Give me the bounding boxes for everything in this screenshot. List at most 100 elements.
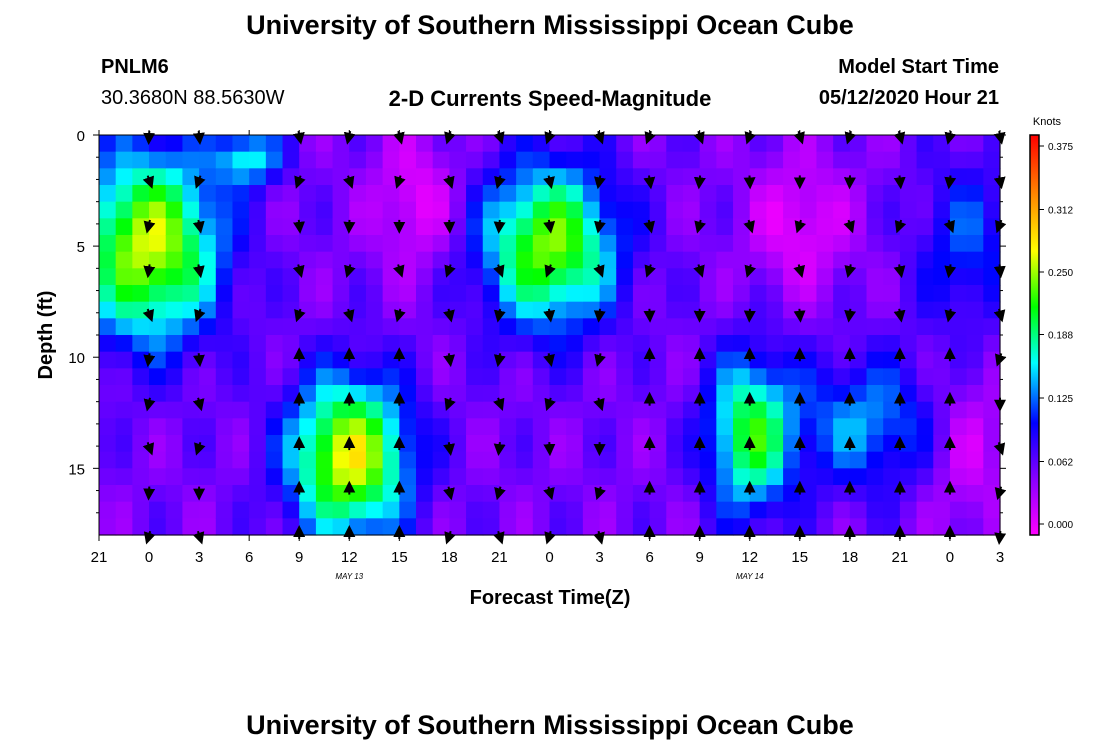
heat-cell (332, 485, 350, 503)
heat-cell (182, 468, 200, 486)
heat-cell (949, 451, 968, 469)
heat-cell (182, 335, 200, 353)
heat-cell (949, 418, 968, 436)
current-arrow (493, 219, 506, 234)
heat-cell (632, 201, 651, 219)
heat-cell (716, 185, 734, 203)
heat-cell (582, 335, 601, 353)
heat-cell (933, 135, 951, 153)
heat-cell (666, 185, 684, 203)
heat-cell (799, 251, 818, 269)
heat-cell (215, 201, 234, 219)
heat-cell (432, 185, 450, 203)
heat-cell (766, 318, 784, 336)
heat-cell (883, 351, 901, 369)
heat-cell (382, 318, 400, 336)
heat-cell (699, 335, 717, 353)
heat-cell (749, 285, 768, 303)
heat-cell (799, 435, 818, 453)
heat-cell (416, 235, 434, 253)
heat-cell (783, 501, 801, 519)
heat-cell (315, 518, 334, 536)
heat-cell (265, 151, 284, 169)
heat-cell (966, 251, 984, 269)
current-arrow (694, 219, 706, 234)
heat-cell (966, 351, 984, 369)
heat-cell (949, 285, 968, 303)
heat-cell (599, 418, 617, 436)
heat-cell (182, 218, 200, 236)
heat-cell (182, 201, 200, 219)
current-arrow (493, 353, 506, 368)
heat-cell (215, 168, 234, 186)
heat-cell (783, 201, 801, 219)
heat-cell (749, 201, 768, 219)
heat-cell (666, 485, 684, 503)
heat-cell (399, 435, 417, 453)
heat-cell (599, 335, 617, 353)
heat-cell (282, 135, 300, 153)
heat-cell (883, 285, 901, 303)
x-tick-label: 12 (741, 549, 758, 566)
heat-cell (666, 318, 684, 336)
heat-cell (165, 218, 184, 236)
heat-cell (482, 418, 501, 436)
heat-cell (616, 268, 634, 286)
heat-cell (249, 468, 267, 486)
heat-cell (799, 185, 818, 203)
heat-cell (966, 335, 984, 353)
heat-cell (149, 518, 167, 536)
heat-cell (933, 151, 951, 169)
heat-cell (766, 518, 784, 536)
heat-cell (282, 218, 300, 236)
heat-cell (933, 468, 951, 486)
heat-cell (382, 285, 400, 303)
heat-cell (365, 468, 384, 486)
heat-cell (416, 485, 434, 503)
heat-cell (532, 235, 551, 253)
heat-cell (249, 135, 267, 153)
heat-cell (582, 518, 601, 536)
x-tick-label: 21 (892, 549, 909, 566)
current-arrow (543, 219, 556, 234)
heat-cell (766, 268, 784, 286)
heat-cell (666, 251, 684, 269)
heat-cell (199, 151, 217, 169)
heat-cell (949, 135, 968, 153)
current-arrow (443, 486, 455, 501)
heat-cell (282, 435, 300, 453)
heat-cell (449, 401, 467, 419)
heat-cell (666, 151, 684, 169)
heat-cell (766, 435, 784, 453)
heat-cell (766, 218, 784, 236)
heat-cell (332, 335, 350, 353)
heat-cell (149, 201, 167, 219)
heat-cell (332, 268, 350, 286)
heat-cell (833, 235, 851, 253)
current-arrow (444, 264, 456, 278)
heat-cell (983, 318, 1001, 336)
heat-cell (949, 468, 968, 486)
heat-cell (199, 518, 217, 536)
heat-cell (649, 418, 667, 436)
heat-cell (115, 401, 133, 419)
heat-cell (332, 218, 350, 236)
heat-cell (315, 285, 334, 303)
heat-cell (733, 501, 751, 519)
heat-cell (349, 185, 367, 203)
heat-cell (299, 468, 317, 486)
heat-cell (966, 201, 984, 219)
heat-cell (649, 285, 667, 303)
heat-cell (482, 151, 501, 169)
heat-cell (399, 368, 417, 386)
heat-cell (549, 351, 567, 369)
heat-cell (249, 385, 267, 403)
heat-cell (866, 385, 884, 403)
heat-cell (983, 368, 1001, 386)
heat-cell (115, 251, 133, 269)
heat-cell (649, 485, 667, 503)
heat-cell (499, 285, 517, 303)
heat-cell (499, 385, 517, 403)
heat-cell (382, 151, 400, 169)
heat-cell (265, 318, 284, 336)
